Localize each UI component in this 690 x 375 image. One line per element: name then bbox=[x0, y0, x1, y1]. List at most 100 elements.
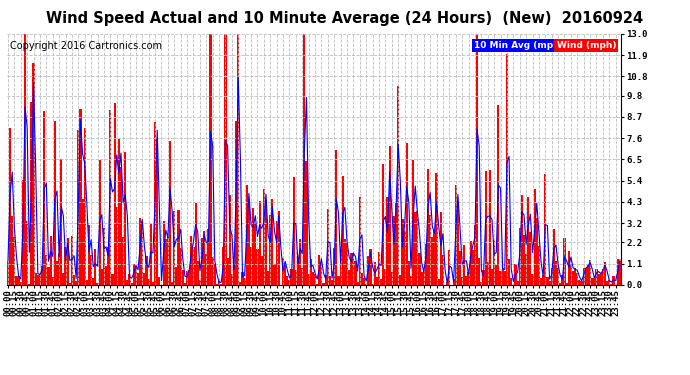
Bar bbox=[544, 174, 546, 285]
Bar bbox=[228, 195, 230, 285]
Bar bbox=[538, 246, 540, 285]
Bar bbox=[150, 224, 152, 285]
Bar bbox=[598, 274, 600, 285]
Bar bbox=[359, 197, 361, 285]
Bar bbox=[561, 275, 564, 285]
Bar bbox=[555, 261, 557, 285]
Bar bbox=[329, 276, 331, 285]
Bar bbox=[482, 270, 484, 285]
Bar bbox=[56, 261, 58, 285]
Bar bbox=[288, 280, 290, 285]
Bar bbox=[410, 276, 412, 285]
Bar bbox=[386, 197, 388, 285]
Bar bbox=[30, 102, 32, 285]
Bar bbox=[54, 121, 56, 285]
Bar bbox=[333, 248, 335, 285]
Bar bbox=[393, 216, 395, 285]
Bar bbox=[320, 263, 322, 285]
Bar bbox=[199, 280, 201, 285]
Bar bbox=[351, 253, 353, 285]
Bar bbox=[7, 261, 9, 285]
Bar bbox=[111, 274, 114, 285]
Bar bbox=[179, 248, 181, 285]
Bar bbox=[301, 268, 304, 285]
Bar bbox=[203, 231, 205, 285]
Bar bbox=[474, 225, 476, 285]
Bar bbox=[442, 255, 444, 285]
Bar bbox=[506, 54, 508, 285]
Bar bbox=[122, 237, 124, 285]
Bar bbox=[619, 261, 621, 285]
Bar bbox=[459, 251, 461, 285]
Bar bbox=[500, 271, 502, 285]
Bar bbox=[77, 130, 79, 285]
Bar bbox=[335, 150, 337, 285]
Text: Wind (mph): Wind (mph) bbox=[557, 41, 616, 50]
Bar bbox=[224, 34, 226, 285]
Bar bbox=[230, 274, 233, 285]
Bar bbox=[435, 173, 437, 285]
Bar bbox=[369, 249, 371, 285]
Bar bbox=[470, 241, 472, 285]
Bar bbox=[239, 282, 241, 285]
Bar bbox=[542, 275, 544, 285]
Bar bbox=[141, 221, 144, 285]
Bar bbox=[388, 146, 391, 285]
Bar bbox=[324, 274, 327, 285]
Bar bbox=[222, 247, 224, 285]
Bar bbox=[448, 250, 451, 285]
Bar bbox=[314, 274, 316, 285]
Bar bbox=[418, 253, 421, 285]
Bar bbox=[252, 208, 254, 285]
Bar bbox=[218, 281, 220, 285]
Bar bbox=[397, 86, 400, 285]
Bar bbox=[331, 280, 333, 285]
Bar bbox=[105, 266, 107, 285]
Bar bbox=[171, 282, 173, 285]
Bar bbox=[414, 213, 416, 285]
Bar bbox=[273, 264, 275, 285]
Bar bbox=[207, 230, 210, 285]
Bar bbox=[241, 272, 244, 285]
Bar bbox=[564, 238, 566, 285]
Bar bbox=[523, 235, 525, 285]
Bar bbox=[22, 180, 24, 285]
Bar bbox=[50, 236, 52, 285]
Bar bbox=[604, 262, 606, 285]
Bar bbox=[60, 159, 62, 285]
Bar bbox=[493, 240, 495, 285]
Bar bbox=[271, 199, 273, 285]
Bar bbox=[433, 230, 435, 285]
Bar bbox=[457, 204, 459, 285]
Bar bbox=[43, 111, 46, 285]
Bar bbox=[144, 273, 146, 285]
Bar bbox=[299, 239, 301, 285]
Bar bbox=[402, 219, 404, 285]
Bar bbox=[269, 214, 271, 285]
Bar bbox=[184, 282, 186, 285]
Bar bbox=[608, 280, 611, 285]
Bar bbox=[244, 278, 246, 285]
Bar bbox=[504, 271, 506, 285]
Bar bbox=[553, 229, 555, 285]
Bar bbox=[28, 284, 30, 285]
Bar bbox=[549, 281, 551, 285]
Bar bbox=[158, 277, 160, 285]
Bar bbox=[120, 168, 122, 285]
Bar bbox=[404, 231, 406, 285]
Bar bbox=[261, 256, 263, 285]
Bar bbox=[557, 268, 559, 285]
Bar bbox=[427, 170, 429, 285]
Bar bbox=[440, 212, 442, 285]
Bar bbox=[69, 282, 71, 285]
Bar bbox=[337, 276, 339, 285]
Bar bbox=[580, 282, 582, 285]
Bar bbox=[295, 270, 297, 285]
Bar bbox=[46, 255, 48, 285]
Bar bbox=[237, 34, 239, 285]
Bar bbox=[193, 247, 195, 285]
Bar bbox=[259, 201, 261, 285]
Bar bbox=[595, 269, 598, 285]
Bar bbox=[363, 278, 365, 285]
Bar bbox=[95, 249, 97, 285]
